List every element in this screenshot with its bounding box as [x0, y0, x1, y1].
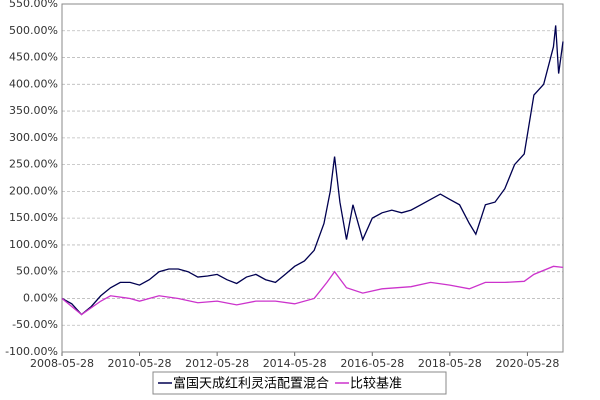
- series-line: [61, 265, 564, 316]
- y-tick-label: 200.00%: [9, 184, 58, 197]
- y-tick-label: 0.00%: [23, 291, 58, 304]
- y-tick-label: 450.00%: [9, 51, 58, 64]
- legend: 富国天成红利灵活配置混合 比较基准: [152, 371, 447, 395]
- y-tick-label: -100.00%: [5, 345, 58, 358]
- x-tick-label: 2020-05-28: [495, 357, 559, 370]
- x-tick-label: 2014-05-28: [263, 357, 327, 370]
- y-tick-label: 300.00%: [9, 131, 58, 144]
- y-tick-label: -50.00%: [12, 318, 58, 331]
- legend-label: 富国天成红利灵活配置混合: [173, 376, 329, 392]
- legend-label: 比较基准: [350, 377, 402, 392]
- y-tick-label: 100.00%: [9, 238, 58, 251]
- x-tick-label: 2018-05-28: [418, 357, 482, 370]
- series-line: [61, 25, 564, 316]
- x-tick-label: 2012-05-28: [185, 357, 249, 370]
- y-tick-label: 250.00%: [9, 158, 58, 171]
- y-tick-label: 50.00%: [16, 265, 58, 278]
- x-tick-label: 2008-05-28: [30, 357, 94, 370]
- legend-box: [152, 371, 447, 395]
- y-tick-label: 400.00%: [9, 77, 58, 90]
- y-tick-label: 550.00%: [9, 0, 58, 10]
- x-tick-label: 2010-05-28: [108, 357, 172, 370]
- y-tick-label: 350.00%: [9, 104, 58, 117]
- plot-frame: [61, 3, 564, 353]
- x-tick-label: 2016-05-28: [340, 357, 404, 370]
- y-tick-label: 500.00%: [9, 24, 58, 37]
- y-tick-label: 150.00%: [9, 211, 58, 224]
